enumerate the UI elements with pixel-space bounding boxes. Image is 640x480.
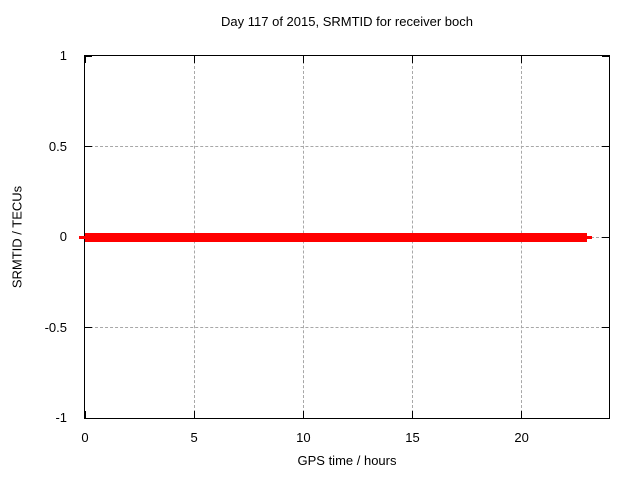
y-tick-mark-right [602,55,609,57]
x-tick-label: 10 [296,430,311,445]
y-tick-label: 0 [59,229,67,244]
x-tick-mark-bottom [193,411,195,418]
y-tick-mark-right [602,327,609,328]
y-tick-mark-right [602,417,609,419]
y-tick-mark-right [602,236,609,238]
y-tick-label: 0.5 [48,138,67,154]
y-tick-mark-left [85,146,92,147]
x-tick-mark-top [412,56,413,63]
x-tick-label: 5 [190,430,198,445]
y-tick-mark-left [85,55,92,57]
x-tick-mark-top [193,56,195,63]
y-tick-mark-left [85,417,92,419]
data-series-line [85,232,588,242]
x-tick-mark-top [302,56,304,63]
x-tick-mark-top [84,56,86,63]
chart-title: Day 117 of 2015, SRMTID for receiver boc… [221,14,473,29]
x-tick-mark-top [521,56,523,63]
x-tick-mark-bottom [84,411,86,418]
x-tick-mark-bottom [412,411,413,418]
x-tick-label: 0 [81,430,89,445]
x-tick-label: 15 [405,430,420,445]
x-tick-label: 20 [514,430,529,445]
x-axis-label: GPS time / hours [297,453,397,468]
y-tick-label: -0.5 [44,319,67,335]
plot-area [79,55,610,419]
x-tick-mark-bottom [521,411,523,418]
gridline-horizontal [85,327,609,328]
x-tick-mark-bottom [302,411,304,418]
y-tick-label: -1 [55,410,67,425]
gridline-horizontal [85,146,609,147]
y-tick-label: 1 [59,48,67,63]
y-tick-mark-left [85,327,92,328]
y-tick-mark-right [602,146,609,147]
